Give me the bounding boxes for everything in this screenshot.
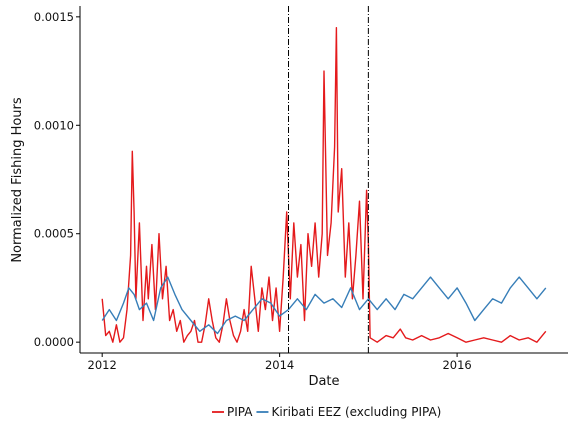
- series-line-pipa: [102, 28, 546, 343]
- plot-area: 0.0000 0.0005 0.0010 0.0015 2012 2014 2016: [34, 6, 568, 372]
- y-tick-label: 0.0015: [34, 10, 74, 24]
- y-tick-label: 0.0010: [34, 118, 74, 132]
- x-axis-title: Date: [308, 374, 339, 389]
- legend-label-kiribati-eez: Kiribati EEZ (excluding PIPA): [271, 405, 441, 419]
- x-tick-label: 2012: [88, 358, 117, 372]
- y-tick-label: 0.0005: [34, 227, 74, 241]
- x-tick-label: 2016: [442, 358, 471, 372]
- y-tick-label: 0.0000: [34, 335, 74, 349]
- legend: PIPA Kiribati EEZ (excluding PIPA): [212, 405, 441, 419]
- y-axis-title: Normalized Fishing Hours: [10, 97, 25, 263]
- legend-label-pipa: PIPA: [227, 405, 253, 419]
- x-tick-label: 2014: [265, 358, 294, 372]
